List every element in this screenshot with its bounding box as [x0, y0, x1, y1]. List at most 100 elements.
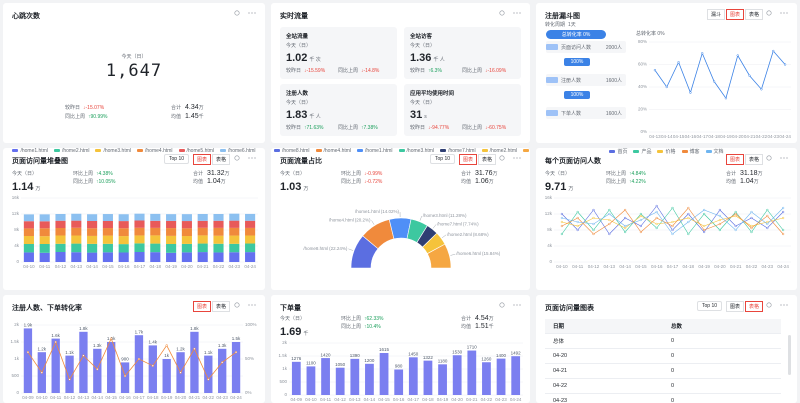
select[interactable]: Top 10 — [164, 154, 190, 164]
kpi: 9.71 万 — [545, 177, 573, 195]
slice-label: /home7.html(7.74%) — [437, 222, 479, 227]
point — [671, 228, 674, 232]
cycle: 转化周期 1天 — [545, 21, 576, 28]
tab[interactable]: 表格 — [478, 154, 497, 165]
bar-segment — [197, 227, 208, 236]
tab[interactable]: 表格 — [212, 154, 231, 165]
stat: 合计 31.76万 — [461, 170, 498, 177]
point — [623, 208, 627, 212]
x-tick-label: 04-11 — [50, 395, 62, 400]
point — [623, 226, 627, 230]
point — [718, 228, 722, 232]
card-orders: 下单量 今天（日） 1.69 千环比上周 ↑62.33% 同比上周 ↑10.4% 合计 4.54… — [271, 295, 530, 403]
stat-value: 1.45 — [185, 113, 199, 120]
point — [560, 212, 564, 216]
legend-swatch — [178, 149, 185, 153]
slice-value: (8.68%) — [473, 232, 489, 237]
bar-segment — [245, 252, 256, 262]
icon-refresh — [499, 10, 505, 16]
legend-item: /home7.html — [440, 148, 476, 154]
x-tick-label: 04-18 — [422, 397, 434, 402]
x-tick-label: 04-12 — [55, 264, 67, 269]
x-tick-label: 04-20 — [714, 264, 726, 269]
icon-more — [519, 12, 521, 14]
stat-value: 1.51 — [475, 323, 489, 330]
legend-label: /home4.html — [145, 148, 173, 154]
tab[interactable]: 表格 — [212, 301, 231, 312]
chart — [766, 10, 788, 16]
point — [608, 232, 611, 236]
point — [592, 222, 595, 226]
tab[interactable]: 图表 — [459, 154, 478, 165]
legend-swatch — [705, 150, 712, 154]
point — [110, 337, 113, 340]
legend-label: 价格 — [665, 149, 676, 155]
point — [576, 216, 579, 220]
table-cell: 0 — [663, 363, 781, 379]
data-label: 1260 — [481, 356, 492, 361]
card-share: 页面流量占比 表格 图表 Top 10 今天（日） 1.03 万环比上周 ↓-0.99% 同比上… — [271, 148, 530, 290]
tab[interactable]: 图表 — [193, 301, 212, 312]
tab[interactable]: 图表 — [193, 154, 212, 165]
compare: 同比上周 ↑7.38% — [338, 124, 378, 131]
slice-name: /home1.html — [355, 209, 380, 214]
x-tick-label: 04-23 — [495, 397, 507, 402]
compare-value: ↓-15.59% — [304, 68, 326, 74]
select[interactable]: Top 10 — [430, 154, 456, 164]
point — [724, 97, 728, 100]
point — [760, 88, 763, 91]
metric-unit: s — [424, 114, 427, 120]
tab[interactable]: 图表 — [726, 154, 745, 165]
point — [781, 210, 785, 214]
compare-value: ↓-0.99% — [364, 171, 383, 177]
point — [560, 216, 564, 220]
point — [687, 232, 690, 236]
step-count: 1600人 — [605, 111, 622, 117]
bar-segment — [102, 228, 113, 236]
bar-segment — [102, 243, 113, 253]
bar-segment — [181, 228, 192, 237]
tab[interactable]: 表格 — [745, 154, 764, 165]
tab[interactable]: 表格 — [745, 9, 764, 20]
tab[interactable]: 表格 — [745, 301, 764, 312]
stat-value: 4.54 — [475, 315, 489, 322]
bar-segment — [213, 243, 224, 253]
x-tick-label: 04-16 — [119, 395, 131, 400]
icon-more — [780, 12, 782, 14]
x-tick-label: 04-19 — [437, 397, 449, 402]
point — [781, 228, 785, 232]
x-tick-label: 04-18 — [683, 264, 695, 269]
compare-label: 环比上周 — [73, 171, 94, 177]
bar-segment — [150, 220, 161, 228]
stat: 均值 1.04万 — [193, 178, 226, 185]
leader — [432, 224, 437, 229]
funnel-step: 注册人数 1600人 — [546, 74, 626, 86]
data-label: 1710 — [467, 345, 478, 350]
legend-item: /home3.html — [95, 148, 131, 154]
header-cell: 日期 — [545, 319, 663, 334]
card-title: 页面访问量图表 — [545, 305, 594, 312]
y-tick-label: 8k — [547, 227, 553, 232]
x-tick-label: 04-09 — [291, 397, 303, 402]
point — [40, 371, 43, 374]
x-tick-label: 04-18 — [150, 264, 162, 269]
bar-segment — [55, 214, 66, 221]
compare-label: 同比上周 — [338, 125, 359, 131]
y-tick-label: 2k — [282, 340, 288, 345]
point — [655, 204, 658, 208]
tab[interactable]: 漏斗 — [707, 9, 726, 20]
kpi-unit: 万 — [303, 186, 309, 192]
x-tick-label: 04-22 — [756, 134, 768, 139]
point — [576, 220, 579, 224]
y-tick-label: 0% — [640, 129, 647, 134]
line — [27, 337, 237, 381]
select[interactable]: Top 10 — [697, 301, 723, 311]
tab[interactable]: 图表 — [726, 9, 745, 20]
compare-label: 同比上周 — [462, 125, 483, 131]
legend-label: /home8.html — [282, 148, 310, 154]
tab[interactable]: 图表 — [726, 301, 745, 312]
stat-unit: 万 — [220, 179, 226, 185]
step-count: 1600人 — [605, 78, 622, 84]
slice-label: /home2.html(8.68%) — [447, 232, 489, 237]
legend-swatch — [523, 149, 530, 153]
